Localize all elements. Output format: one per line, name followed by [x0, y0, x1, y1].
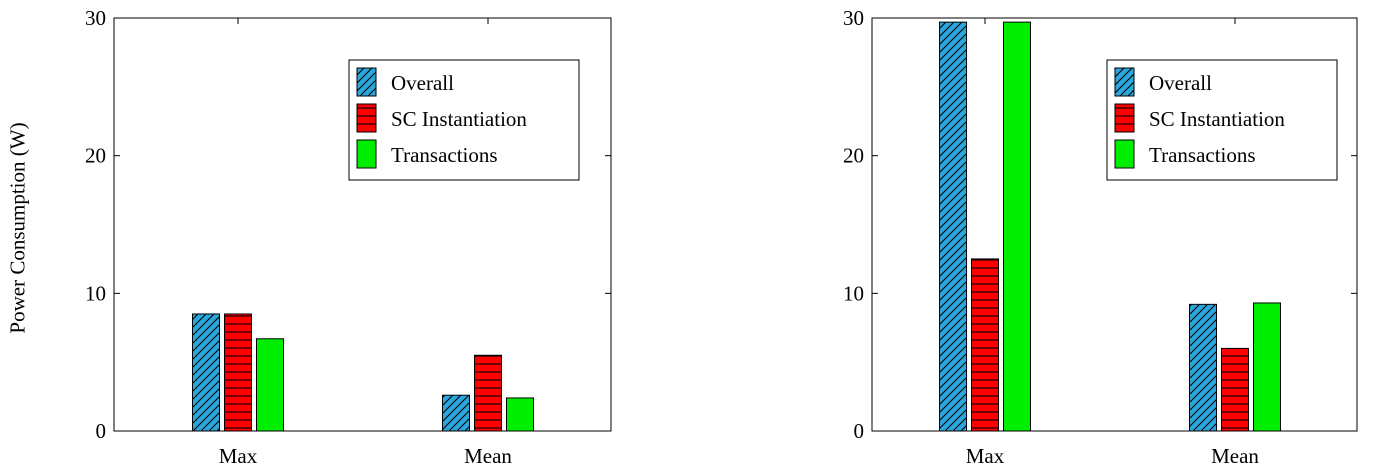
bar-outline: [192, 313, 220, 432]
legend-swatch-1: [356, 67, 377, 97]
bar-outline: [1003, 21, 1031, 432]
swatch-outline: [1114, 139, 1135, 169]
bar-pattern: [971, 258, 999, 431]
bar-sc-instantiation-mean: [474, 354, 502, 432]
swatch-pattern: [1115, 104, 1134, 132]
swatch-pattern: [357, 104, 376, 132]
bar-outline: [1221, 347, 1249, 432]
bar-transactions-mean: [506, 397, 534, 432]
bar-transactions-mean: [1253, 302, 1281, 432]
swatch-outline: [1114, 103, 1135, 133]
bar-outline: [256, 338, 284, 432]
bar-outline: [939, 21, 967, 432]
x-tick-label: Max: [219, 444, 258, 468]
bar-overall-mean: [1189, 303, 1217, 432]
bar-outline: [971, 258, 999, 432]
bar-fill: [256, 338, 284, 431]
y-tick-label: 30: [85, 6, 106, 30]
legend-swatch-3: [1114, 139, 1135, 169]
swatch-outline: [356, 67, 377, 97]
legend-label: Transactions: [1149, 143, 1256, 167]
bar-pattern: [1189, 304, 1217, 431]
bar-fill: [1253, 302, 1281, 431]
legend-swatch-2: [1114, 103, 1135, 133]
legend-box: [348, 59, 580, 181]
bar-outline: [1189, 303, 1217, 432]
bar-pattern: [224, 313, 252, 431]
legend-label: Overall: [1149, 71, 1212, 95]
bar-pattern: [939, 22, 967, 431]
x-tick-label: Mean: [1211, 444, 1259, 468]
legend-swatch-3: [356, 139, 377, 169]
y-tick-label: 30: [843, 6, 864, 30]
y-tick-label: 0: [854, 419, 865, 443]
legend-swatch-1: [1114, 67, 1135, 97]
legend-label: Overall: [391, 71, 454, 95]
swatch-fill: [357, 140, 376, 168]
legend: Overall SC Instantiation Transactions: [1106, 59, 1338, 181]
bar-outline: [224, 313, 252, 432]
bar-overall-max: [192, 313, 220, 432]
legend-box: [1106, 59, 1338, 181]
bar-pattern: [1221, 348, 1249, 431]
legend-label: SC Instantiation: [1149, 107, 1285, 131]
y-tick-label: 10: [843, 281, 864, 305]
y-tick-label: 0: [96, 419, 107, 443]
legend-label: SC Instantiation: [391, 107, 527, 131]
legend-swatch-2: [356, 103, 377, 133]
swatch-pattern: [357, 68, 376, 96]
bar-transactions-max: [256, 338, 284, 432]
bar-pattern: [192, 313, 220, 431]
legend-label: Transactions: [391, 143, 498, 167]
bar-outline: [506, 397, 534, 432]
bar-outline: [442, 394, 470, 432]
bar-overall-mean: [442, 394, 470, 432]
chart-panel-1: 0 10 20 30 Max Mean Overall SC Instantiation Tra…: [85, 6, 612, 468]
y-tick-label: 20: [85, 144, 106, 168]
bar-transactions-max: [1003, 21, 1031, 432]
bar-fill: [506, 397, 534, 431]
bar-overall-max: [939, 21, 967, 432]
chart-panel-2: 0 10 20 30 Max Mean Overall SC Instantiation Tra…: [843, 6, 1358, 468]
swatch-fill: [1115, 140, 1134, 168]
bar-fill: [1003, 22, 1031, 431]
bar-pattern: [442, 395, 470, 431]
y-tick-label: 10: [85, 281, 106, 305]
y-tick-label: 20: [843, 144, 864, 168]
bar-sc-instantiation-max: [224, 313, 252, 432]
bar-sc-instantiation-mean: [1221, 347, 1249, 432]
bar-outline: [1253, 302, 1281, 432]
swatch-pattern: [1115, 68, 1134, 96]
bar-sc-instantiation-max: [971, 258, 999, 432]
plot-frame: [871, 17, 1358, 432]
legend: Overall SC Instantiation Transactions: [348, 59, 580, 181]
plot-frame: [113, 17, 612, 432]
x-tick-label: Max: [966, 444, 1005, 468]
x-tick-label: Mean: [464, 444, 512, 468]
swatch-outline: [1114, 67, 1135, 97]
swatch-outline: [356, 103, 377, 133]
bar-outline: [474, 354, 502, 432]
bar-pattern: [474, 355, 502, 431]
swatch-outline: [356, 139, 377, 169]
